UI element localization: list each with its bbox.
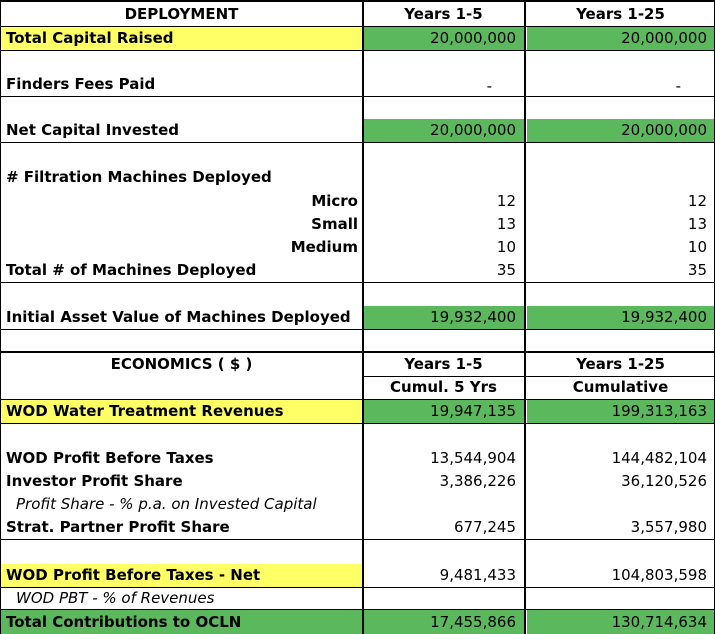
value-medium-y1-5[interactable]: 10 — [496, 237, 516, 256]
value-water-revenues-y1-25[interactable]: 199,313,163 — [527, 400, 715, 423]
value-water-revenues-y1-5[interactable]: 19,947,135 — [364, 400, 524, 423]
value-finders-fees-y1-25[interactable]: - — [675, 77, 681, 95]
grid-line — [0, 282, 715, 283]
row-label-capital-raised[interactable]: Total Capital Raised — [0, 27, 363, 50]
value-total-contrib-y1-5[interactable]: 17,455,866 — [364, 610, 524, 634]
row-label-total-contrib[interactable]: Total Contributions to OCLN — [0, 610, 363, 634]
grid-line — [0, 0, 1, 634]
value-pbt-net-y1-25[interactable]: 104,803,598 — [611, 566, 707, 584]
value-pbt-net-y1-5[interactable]: 9,481,433 — [439, 566, 516, 584]
row-label-total-machines[interactable]: Total # of Machines Deployed — [6, 260, 257, 279]
grid-line — [0, 26, 715, 27]
grid-line — [0, 587, 715, 588]
grid-line — [0, 142, 715, 143]
grid-line — [524, 0, 526, 634]
value-capital-raised-y1-25[interactable]: 20,000,000 — [527, 27, 715, 50]
row-label-net-capital[interactable]: Net Capital Invested — [6, 121, 180, 139]
value-wod-pbt-y1-25[interactable]: 144,482,104 — [611, 448, 707, 467]
grid-line — [0, 96, 715, 97]
value-total-contrib-y1-25[interactable]: 130,714,634 — [527, 610, 715, 634]
value-small-y1-5[interactable]: 13 — [496, 214, 516, 233]
row-label-finders-fees[interactable]: Finders Fees Paid — [6, 75, 156, 93]
grid-line — [0, 609, 715, 610]
row-label-pbt-net[interactable]: WOD Profit Before Taxes - Net — [0, 564, 363, 587]
deployment-col2-header[interactable]: Years 1-25 — [576, 4, 665, 23]
row-label-water-revenues[interactable]: WOD Water Treatment Revenues — [0, 400, 363, 423]
value-net-capital-y1-25[interactable]: 20,000,000 — [527, 119, 715, 142]
deployment-col1-header[interactable]: Years 1-5 — [404, 4, 483, 23]
value-small-y1-25[interactable]: 13 — [687, 214, 707, 233]
row-label-initial-asset[interactable]: Initial Asset Value of Machines Deployed — [6, 308, 351, 326]
row-label-small[interactable]: Small — [311, 214, 358, 233]
grid-line — [362, 0, 364, 634]
economics-col2-subheader[interactable]: Cumulative — [572, 378, 669, 396]
economics-header[interactable]: ECONOMICS ( $ ) — [110, 355, 253, 373]
row-label-micro[interactable]: Micro — [311, 191, 358, 210]
grid-line — [0, 423, 715, 424]
value-total-machines-y1-25[interactable]: 35 — [687, 260, 707, 279]
row-label-strat-partner[interactable]: Strat. Partner Profit Share — [6, 518, 230, 536]
row-label-medium[interactable]: Medium — [290, 237, 358, 256]
value-wod-pbt-y1-5[interactable]: 13,544,904 — [430, 448, 516, 467]
grid-line — [0, 0, 715, 2]
grid-line — [0, 351, 715, 353]
value-micro-y1-25[interactable]: 12 — [687, 191, 707, 210]
value-initial-asset-y1-25[interactable]: 19,932,400 — [527, 306, 715, 329]
value-investor-share-y1-25[interactable]: 36,120,526 — [621, 471, 707, 490]
economics-col1-subheader[interactable]: Cumul. 5 Yrs — [390, 378, 497, 396]
value-initial-asset-y1-5[interactable]: 19,932,400 — [364, 306, 524, 329]
value-strat-partner-y1-25[interactable]: 3,557,980 — [630, 518, 707, 536]
row-label-investor-share[interactable]: Investor Profit Share — [6, 471, 183, 490]
grid-line — [0, 539, 715, 540]
row-label-wod-pbt[interactable]: WOD Profit Before Taxes — [6, 448, 214, 467]
value-net-capital-y1-5[interactable]: 20,000,000 — [364, 119, 524, 142]
value-strat-partner-y1-5[interactable]: 677,245 — [453, 518, 516, 536]
value-capital-raised-y1-5[interactable]: 20,000,000 — [364, 27, 524, 50]
value-investor-share-y1-5[interactable]: 3,386,226 — [439, 471, 516, 490]
value-finders-fees-y1-5[interactable]: - — [486, 77, 492, 95]
row-label-machines-heading[interactable]: # Filtration Machines Deployed — [6, 168, 272, 186]
row-label-pbt-pct[interactable]: WOD PBT - % of Revenues — [16, 589, 215, 607]
grid-line — [363, 376, 715, 377]
grid-line — [0, 399, 715, 400]
row-label-profit-share-pct[interactable]: Profit Share - % p.a. on Invested Capita… — [16, 494, 317, 513]
grid-line — [0, 50, 715, 51]
value-micro-y1-5[interactable]: 12 — [496, 191, 516, 210]
economics-col1-header[interactable]: Years 1-5 — [404, 355, 483, 373]
deployment-header[interactable]: DEPLOYMENT — [124, 4, 239, 23]
economics-col2-header[interactable]: Years 1-25 — [576, 355, 665, 373]
value-medium-y1-25[interactable]: 10 — [687, 237, 707, 256]
value-total-machines-y1-5[interactable]: 35 — [496, 260, 516, 279]
grid-line — [0, 329, 715, 330]
